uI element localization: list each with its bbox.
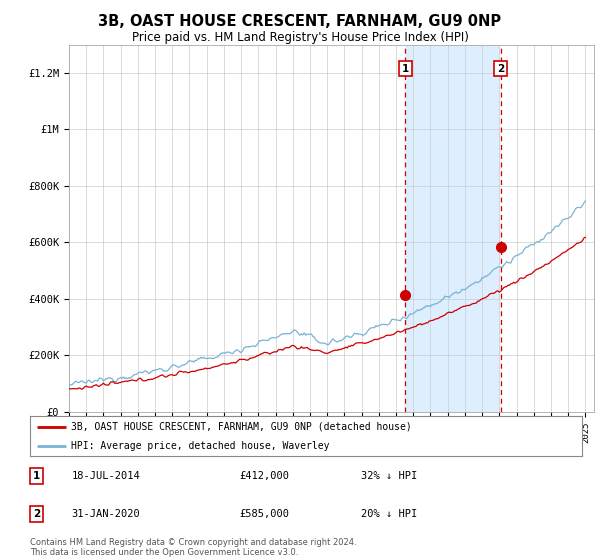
Text: 18-JUL-2014: 18-JUL-2014 xyxy=(71,471,140,481)
Text: 2: 2 xyxy=(497,64,505,74)
Text: 3B, OAST HOUSE CRESCENT, FARNHAM, GU9 0NP (detached house): 3B, OAST HOUSE CRESCENT, FARNHAM, GU9 0N… xyxy=(71,422,412,432)
Text: 1: 1 xyxy=(402,64,409,74)
Text: £585,000: £585,000 xyxy=(240,508,290,519)
Text: 3B, OAST HOUSE CRESCENT, FARNHAM, GU9 0NP: 3B, OAST HOUSE CRESCENT, FARNHAM, GU9 0N… xyxy=(98,14,502,29)
Text: 32% ↓ HPI: 32% ↓ HPI xyxy=(361,471,418,481)
Text: 2: 2 xyxy=(33,508,40,519)
Text: Contains HM Land Registry data © Crown copyright and database right 2024.
This d: Contains HM Land Registry data © Crown c… xyxy=(30,538,356,557)
Text: £412,000: £412,000 xyxy=(240,471,290,481)
Text: 31-JAN-2020: 31-JAN-2020 xyxy=(71,508,140,519)
Text: 1: 1 xyxy=(33,471,40,481)
Text: 20% ↓ HPI: 20% ↓ HPI xyxy=(361,508,418,519)
Text: HPI: Average price, detached house, Waverley: HPI: Average price, detached house, Wave… xyxy=(71,441,330,451)
Text: Price paid vs. HM Land Registry's House Price Index (HPI): Price paid vs. HM Land Registry's House … xyxy=(131,31,469,44)
